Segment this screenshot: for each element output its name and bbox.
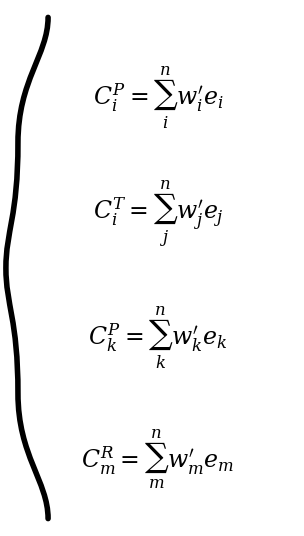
Text: $C_m^R = \sum_{m}^{n} w_m^{\prime} e_m$: $C_m^R = \sum_{m}^{n} w_m^{\prime} e_m$ bbox=[81, 428, 235, 492]
Text: $C_k^P = \sum_{k}^{n} w_k^{\prime} e_k$: $C_k^P = \sum_{k}^{n} w_k^{\prime} e_k$ bbox=[88, 304, 228, 370]
Text: $C_i^T = \sum_{j}^{n} w_j^{\prime} e_j$: $C_i^T = \sum_{j}^{n} w_j^{\prime} e_j$ bbox=[93, 179, 223, 250]
Text: $C_i^P = \sum_{i}^{n} w_i^{\prime} e_i$: $C_i^P = \sum_{i}^{n} w_i^{\prime} e_i$ bbox=[93, 64, 223, 131]
